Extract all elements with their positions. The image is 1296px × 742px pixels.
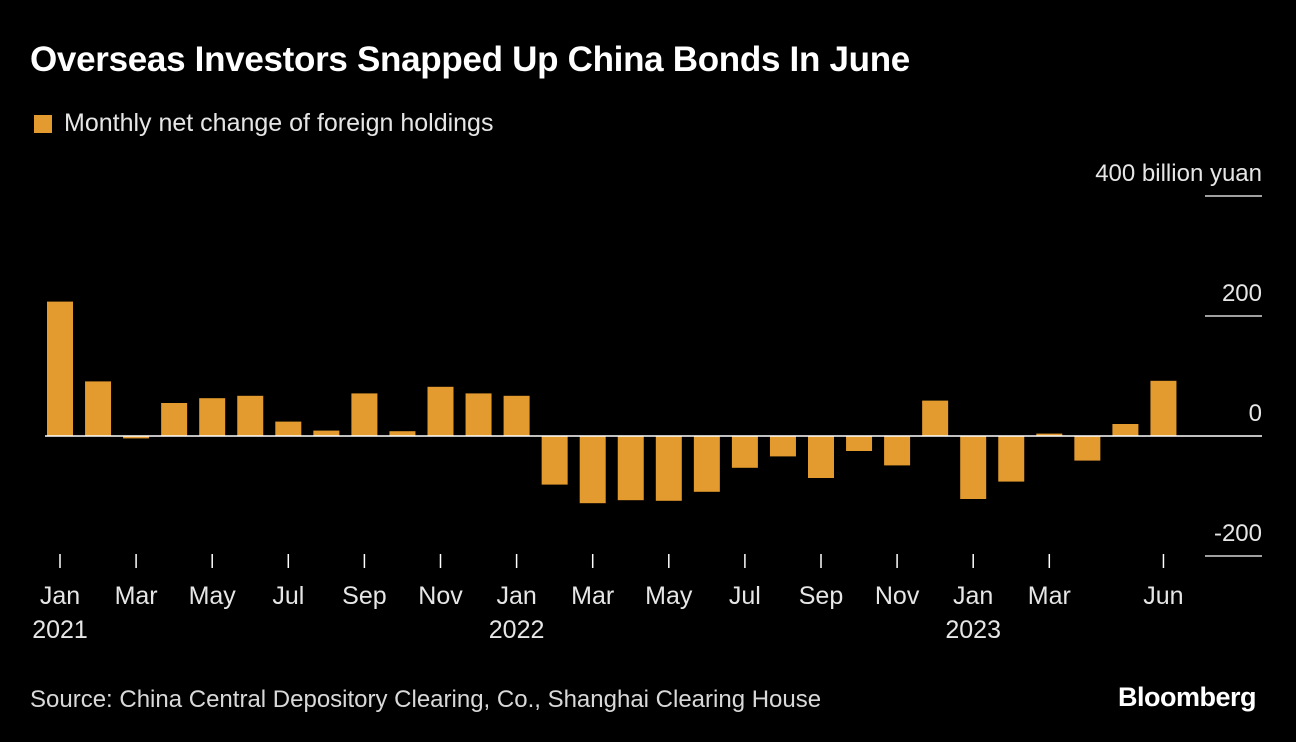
bar-25 [998,436,1025,482]
bar-13 [541,436,568,485]
bar-24 [960,436,987,499]
x-tick-label-7: Mar [571,582,614,610]
x-tick-label-8: May [645,582,693,610]
bar-4 [199,398,226,436]
bar-3 [161,403,188,436]
chart-title: Overseas Investors Snapped Up China Bond… [30,40,910,79]
bar-17 [693,436,720,492]
x-tick-label-4: Sep [342,582,386,610]
x-tick-label-1: Mar [115,582,158,610]
bar-1 [85,381,112,436]
legend-swatch [34,114,52,133]
bar-8 [351,393,378,436]
bar-27 [1074,436,1101,461]
x-tick-label-10: Sep [799,582,843,610]
bar-10 [427,386,454,436]
x-tick-label-5: Nov [418,582,463,610]
y-tick-label-0: 400 billion yuan [1095,160,1262,187]
bar-22 [884,436,911,466]
bar-7 [313,430,340,436]
x-tick-label-14: Jun [1143,582,1183,610]
x-tick-year-12: 2023 [945,616,1001,644]
x-tick-label-6: Jan [496,582,536,610]
bar-26 [1036,433,1063,436]
bar-12 [503,395,530,436]
bar-16 [655,436,682,501]
x-tick-label-12: Jan [953,582,993,610]
bar-21 [846,436,873,451]
x-tick-label-0: Jan [40,582,80,610]
bar-15 [617,436,644,501]
bar-6 [275,421,302,436]
y-tick-label-1: 200 [1222,280,1262,307]
bar-28 [1112,424,1139,436]
bar-19 [769,436,796,457]
x-tick-label-13: Mar [1028,582,1071,610]
bar-14 [579,436,606,504]
bar-2 [123,436,150,439]
bar-29 [1150,380,1177,436]
x-tick-year-0: 2021 [32,616,88,644]
bar-20 [808,436,834,478]
bar-0 [47,301,73,436]
legend-label: Monthly net change of foreign holdings [64,109,494,137]
bar-11 [465,393,492,436]
x-tick-label-9: Jul [729,582,761,610]
bloomberg-logo: Bloomberg [1117,682,1257,712]
x-tick-label-3: Jul [272,582,304,610]
x-tick-label-11: Nov [875,582,920,610]
x-tick-year-6: 2022 [489,616,545,644]
y-tick-label-2: 0 [1249,400,1262,427]
x-tick-label-2: May [189,582,237,610]
y-tick-label-3: -200 [1214,520,1262,547]
bar-23 [922,400,949,436]
bar-5 [237,395,264,436]
bar-18 [731,436,758,468]
legend: Monthly net change of foreign holdings [34,109,493,138]
source-note: Source: China Central Depository Clearin… [30,686,822,713]
bar-9 [389,431,416,436]
